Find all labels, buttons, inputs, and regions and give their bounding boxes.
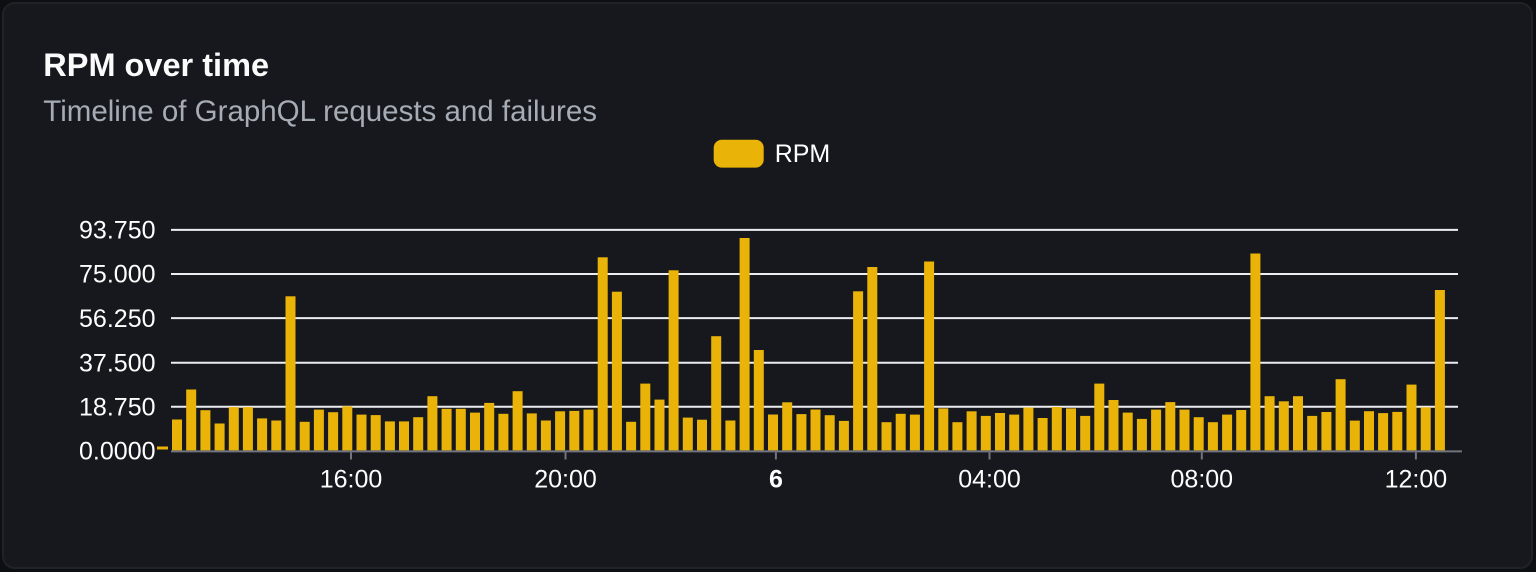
svg-text:RPM over time: RPM over time <box>43 47 269 83</box>
svg-text:56.250: 56.250 <box>79 305 155 333</box>
svg-text:37.500: 37.500 <box>79 349 155 377</box>
svg-text:12:00: 12:00 <box>1385 466 1448 494</box>
svg-text:18.750: 18.750 <box>79 394 155 422</box>
svg-text:16:00: 16:00 <box>320 466 383 494</box>
svg-text:20:00: 20:00 <box>534 466 597 494</box>
svg-text:75.000: 75.000 <box>79 261 155 289</box>
svg-text:0.0000: 0.0000 <box>79 438 155 466</box>
svg-text:93.750: 93.750 <box>79 217 155 245</box>
svg-text:Timeline of GraphQL requests a: Timeline of GraphQL requests and failure… <box>43 95 597 128</box>
svg-text:6: 6 <box>769 466 783 494</box>
svg-text:RPM: RPM <box>775 140 831 168</box>
svg-text:08:00: 08:00 <box>1171 466 1234 494</box>
svg-text:04:00: 04:00 <box>958 466 1021 494</box>
